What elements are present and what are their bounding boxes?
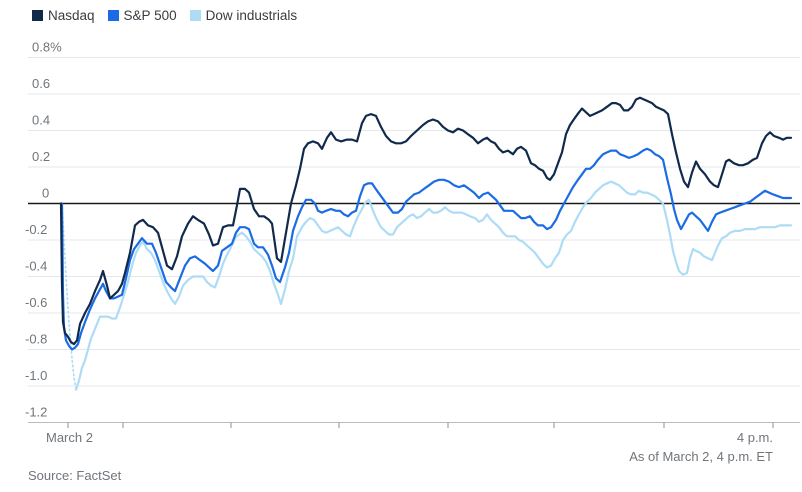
- y-axis-label: -0.6: [25, 295, 47, 310]
- x-axis-label-end: 4 p.m.: [736, 430, 773, 445]
- chart-legend: Nasdaq S&P 500 Dow industrials: [32, 8, 297, 23]
- y-axis-label: 0.8%: [32, 40, 62, 55]
- series-line-dow-industrials: [74, 180, 793, 391]
- dow-industrials-premarket-dotted-line: [61, 202, 77, 391]
- source-note: Source: FactSet: [28, 468, 122, 483]
- legend-swatch-s-p-500: [107, 10, 119, 21]
- y-axis-label: 0: [42, 186, 49, 201]
- legend-swatch-dow-industrials: [189, 10, 201, 21]
- legend-item-nasdaq: Nasdaq: [32, 8, 95, 23]
- y-axis-label: 0.2: [32, 149, 50, 164]
- legend-item-dow-industrials: Dow industrials: [189, 8, 298, 23]
- series-line-s-p-500: [60, 147, 793, 351]
- x-axis-label-start: March 2: [46, 430, 93, 445]
- y-axis-label: -0.2: [25, 222, 47, 237]
- y-axis-label: -1.2: [25, 405, 47, 420]
- legend-label: S&P 500: [123, 8, 177, 23]
- legend-item-s-p-500: S&P 500: [107, 8, 177, 23]
- y-axis-label: 0.6: [32, 76, 50, 91]
- series-line-nasdaq: [59, 96, 793, 346]
- as-of-note: As of March 2, 4 p.m. ET: [629, 449, 773, 464]
- y-axis-label: -0.8: [25, 332, 47, 347]
- y-axis-label: -0.4: [25, 259, 47, 274]
- legend-swatch-nasdaq: [32, 10, 43, 21]
- y-axis-label: -1.0: [25, 368, 47, 383]
- legend-label: Nasdaq: [48, 8, 95, 23]
- y-axis-label: 0.4: [32, 113, 50, 128]
- legend-label: Dow industrials: [205, 8, 298, 23]
